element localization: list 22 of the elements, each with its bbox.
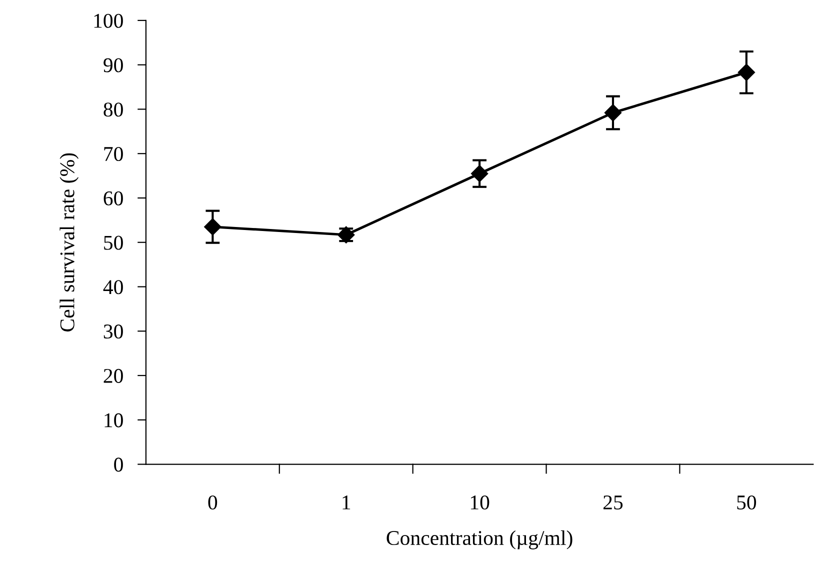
y-tick-label: 30 xyxy=(104,324,123,339)
y-tick-label: 60 xyxy=(104,191,123,206)
point xyxy=(204,218,222,236)
y-tick-label: 90 xyxy=(104,58,123,72)
point xyxy=(471,165,488,182)
x-tick-label: 50 xyxy=(737,495,756,510)
y-tick-label: 100 xyxy=(94,14,123,28)
y-tick-label: 0 xyxy=(114,458,123,472)
x-tick-label: 1 xyxy=(342,496,350,510)
y-tick-label: 10 xyxy=(104,413,123,428)
x-tick-label: 0 xyxy=(208,495,218,510)
y-axis-title: Cell survival rate (%) xyxy=(60,153,79,332)
y-tick-label: 80 xyxy=(104,102,123,117)
y-tick-label: 20 xyxy=(104,368,123,383)
x-axis-title: Concentration (µg/ml) xyxy=(386,530,572,550)
point xyxy=(604,104,622,122)
x-tick-label: 25 xyxy=(603,495,623,510)
y-tick-label: 70 xyxy=(104,146,123,162)
point xyxy=(738,64,755,81)
x-tick-label: 10 xyxy=(470,495,490,510)
y-tick-label: 50 xyxy=(104,236,123,250)
y-tick-label: 40 xyxy=(103,280,123,294)
